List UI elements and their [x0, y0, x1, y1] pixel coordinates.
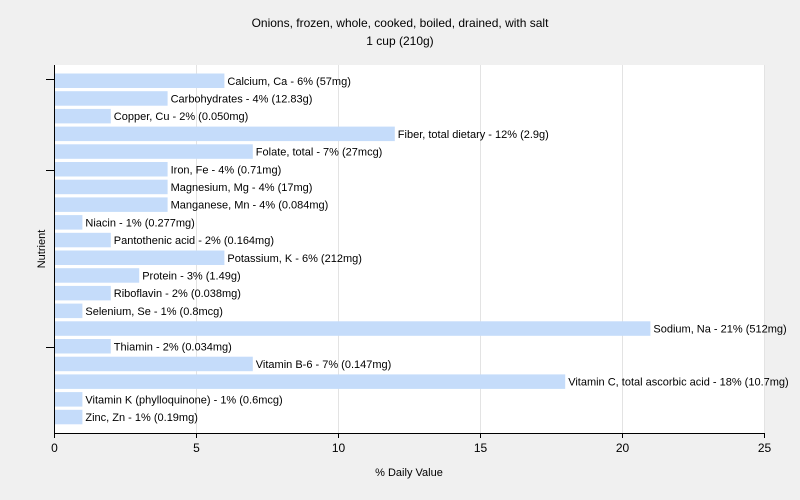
- bars: Calcium, Ca - 6% (57mg) Carbohydrates - 4…: [55, 73, 789, 425]
- chart-title: Onions, frozen, whole, cooked, boiled, d…: [252, 16, 550, 30]
- bar: [55, 374, 566, 389]
- bar-label: Potassium, K - 6% (212mg): [227, 253, 362, 265]
- x-tick-label: 0: [51, 441, 58, 455]
- bar: [55, 108, 111, 124]
- plot-area: [54, 65, 764, 433]
- bar: [55, 179, 168, 195]
- bar-label: Copper, Cu - 2% (0.050mg): [114, 111, 249, 123]
- bar-label: Selenium, Se - 1% (0.8mcg): [85, 306, 223, 318]
- bar-label: Niacin - 1% (0.277mg): [85, 217, 194, 229]
- bar-label: Vitamin C, total ascorbic acid - 18% (10…: [568, 377, 789, 389]
- bar-label: Calcium, Ca - 6% (57mg): [227, 76, 350, 88]
- bar-label: Pantothenic acid - 2% (0.164mg): [114, 235, 274, 247]
- axes: 0 5 10 15 20 25: [46, 65, 771, 455]
- bar: [55, 409, 83, 425]
- bar: [55, 215, 83, 230]
- bar: [55, 73, 225, 88]
- bar: [55, 268, 140, 283]
- bar: [55, 144, 253, 159]
- bar-label: Protein - 3% (1.49g): [142, 270, 240, 282]
- x-tick-label: 15: [474, 441, 488, 455]
- x-tick-label: 20: [616, 441, 630, 455]
- bar: [55, 162, 168, 177]
- bar-label: Manganese, Mn - 4% (0.084mg): [171, 200, 329, 212]
- bar-label: Zinc, Zn - 1% (0.19mg): [85, 412, 197, 424]
- bar: [55, 232, 111, 248]
- grid-lines: [196, 65, 765, 433]
- bar-label: Thiamin - 2% (0.034mg): [114, 341, 232, 353]
- bar-label: Carbohydrates - 4% (12.83g): [171, 93, 313, 105]
- bar-label: Vitamin B-6 - 7% (0.147mg): [256, 359, 392, 371]
- bar: [55, 321, 651, 336]
- x-tick-label: 25: [758, 441, 772, 455]
- bar-label: Magnesium, Mg - 4% (17mg): [171, 182, 313, 194]
- bar: [55, 250, 225, 265]
- bar: [55, 303, 83, 319]
- x-tick-label: 10: [332, 441, 346, 455]
- bar: [55, 339, 111, 354]
- bar: [55, 285, 111, 301]
- bar: [55, 91, 168, 106]
- bar-label: Folate, total - 7% (27mcg): [256, 147, 383, 159]
- bar: [55, 356, 253, 372]
- bar: [55, 197, 168, 212]
- x-tick-label: 5: [193, 441, 200, 455]
- bar-label: Sodium, Na - 21% (512mg): [653, 324, 786, 336]
- y-axis-label: Nutrient: [36, 230, 48, 269]
- bar-label: Fiber, total dietary - 12% (2.9g): [398, 129, 549, 141]
- bar: [55, 126, 395, 142]
- chart-subtitle: 1 cup (210g): [366, 34, 433, 48]
- bar-label: Riboflavin - 2% (0.038mg): [114, 288, 241, 300]
- bar-label: Vitamin K (phylloquinone) - 1% (0.6mcg): [85, 394, 282, 406]
- x-axis-label: % Daily Value: [375, 467, 443, 479]
- bar-label: Iron, Fe - 4% (0.71mg): [171, 164, 282, 176]
- bar: [55, 392, 83, 407]
